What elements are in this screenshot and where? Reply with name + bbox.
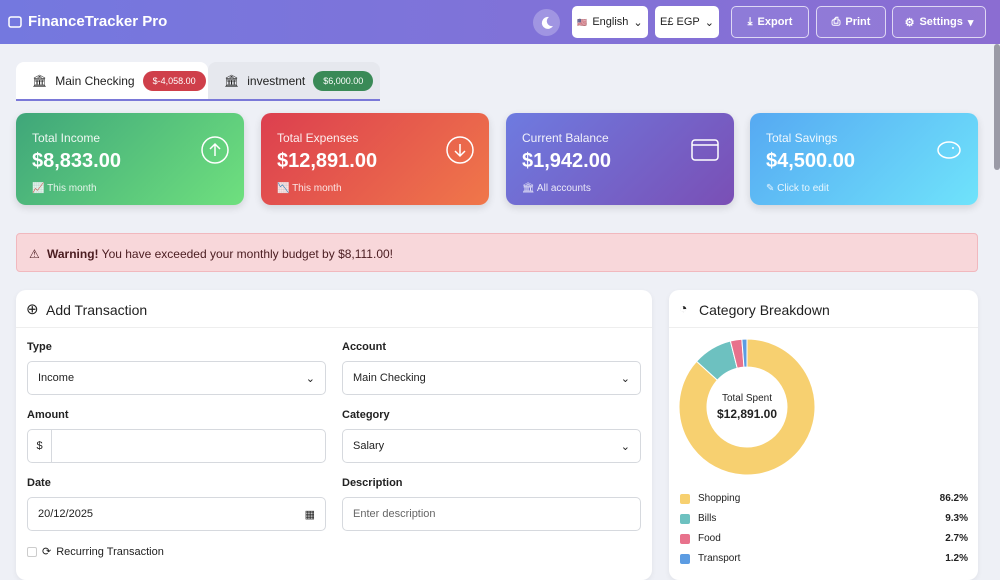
tab-underline	[16, 99, 380, 101]
panel-title: ◔ Category Breakdown	[669, 290, 978, 328]
header	[0, 0, 1000, 44]
settings-button[interactable]: ⚙ Settings ▾	[892, 6, 986, 38]
settings-label: Settings	[919, 16, 963, 28]
panel-title-text: Add Transaction	[46, 302, 148, 318]
card-value: $12,891.00	[277, 150, 378, 172]
account-balance: $6,000.00	[313, 71, 374, 91]
date-value: 20/12/2025	[38, 508, 94, 520]
card-note: All accounts	[536, 183, 591, 194]
card-note: This month	[292, 183, 342, 194]
account-name: investment	[247, 74, 306, 88]
legend-label: Food	[698, 533, 721, 544]
warning-text: You have exceeded your monthly budget by…	[101, 247, 393, 261]
currency-prefix: $	[28, 430, 52, 462]
center-label: Total Spent	[721, 393, 773, 404]
card-value: $4,500.00	[766, 150, 855, 172]
description-input[interactable]: Enter description	[342, 497, 641, 531]
donut-slice	[678, 338, 816, 476]
legend-label: Transport	[698, 553, 741, 564]
placeholder: Enter description	[353, 508, 436, 520]
card-note: This month	[47, 183, 97, 194]
legend-value: 2.7%	[945, 533, 968, 544]
checkbox-label: Recurring Transaction	[56, 545, 164, 558]
card-label: Total Savings	[766, 131, 838, 145]
income-card: Total Income $8,833.00 📈 This month	[16, 113, 244, 205]
export-button[interactable]: ⤓ Export	[731, 6, 809, 38]
field-label: Account	[342, 341, 386, 353]
card-label: Total Expenses	[277, 131, 359, 145]
select-value: Main Checking	[353, 372, 426, 384]
legend-item: Shopping 86.2%	[680, 493, 968, 504]
card-label: Current Balance	[522, 131, 609, 145]
breakdown-panel: ◔ Category Breakdown	[669, 290, 978, 580]
card-value: $1,942.00	[522, 150, 611, 172]
legend-value: 9.3%	[945, 513, 968, 524]
donut-chart	[678, 338, 816, 476]
currency-select[interactable]: E£ EGP ⌄	[655, 6, 719, 38]
field-label: Date	[27, 477, 51, 489]
card-label: Total Income	[32, 131, 101, 145]
amount-input[interactable]: $	[27, 429, 326, 463]
legend-label: Shopping	[698, 493, 741, 504]
legend-item: Transport 1.2%	[680, 553, 968, 564]
legend-swatch	[680, 513, 690, 524]
category-select[interactable]: Salary ⌄	[342, 429, 641, 463]
legend-item: Food 2.7%	[680, 533, 968, 544]
balance-card: Current Balance $1,942.00 🏛 All accounts	[506, 113, 734, 205]
scrollbar	[994, 44, 1000, 170]
theme-toggle[interactable]	[533, 9, 560, 36]
language: English	[592, 16, 629, 28]
panel-title-text: Category Breakdown	[699, 302, 830, 318]
account-select[interactable]: Main Checking ⌄	[342, 361, 641, 395]
card-value: $8,833.00	[32, 150, 121, 172]
savings-card[interactable]: Total Savings $4,500.00 ✎ Click to edit	[750, 113, 978, 205]
export-label: Export	[757, 16, 793, 28]
warning-banner: ⚠ Warning! You have exceeded your monthly…	[16, 233, 978, 272]
recurring-checkbox[interactable]: ⟳ Recurring Transaction	[27, 545, 164, 558]
transaction-panel: ⊕ Add Transaction	[16, 290, 652, 580]
account-name: Main Checking	[55, 74, 135, 88]
brand: FinanceTracker Pro	[28, 13, 168, 30]
field-label: Amount	[27, 409, 69, 421]
select-value: Income	[38, 372, 75, 384]
card-note: Click to edit	[777, 183, 829, 194]
center-value: $12,891.00	[716, 407, 778, 421]
date-input[interactable]: 20/12/2025 ▦	[27, 497, 326, 531]
legend-label: Bills	[698, 513, 717, 524]
field-label: Description	[342, 477, 403, 489]
currency: E£ EGP	[660, 16, 700, 28]
type-select[interactable]: Income ⌄	[27, 361, 326, 395]
account-tab[interactable]: 🏛 investment $6,000.00	[208, 62, 380, 100]
account-balance: $-4,058.00	[142, 71, 206, 91]
legend-value: 86.2%	[939, 493, 968, 504]
print-button[interactable]: ⎙ Print	[816, 6, 886, 38]
legend-swatch	[680, 533, 690, 544]
field-label: Category	[342, 409, 390, 421]
field-label: Type	[27, 341, 52, 353]
account-tab[interactable]: 🏛 Main Checking $-4,058.00	[16, 62, 208, 100]
expenses-card: Total Expenses $12,891.00 📉 This month	[261, 113, 489, 205]
legend-item: Bills 9.3%	[680, 513, 968, 524]
brand-icon	[8, 16, 22, 28]
language-select[interactable]: 🇺🇸 English ⌄	[572, 6, 648, 38]
print-label: Print	[845, 16, 871, 28]
select-value: Salary	[353, 440, 385, 452]
warning-strong: Warning!	[47, 247, 99, 261]
legend-swatch	[680, 493, 690, 504]
donut-slice	[741, 338, 748, 368]
legend-value: 1.2%	[945, 553, 968, 564]
panel-title: ⊕ Add Transaction	[16, 290, 652, 328]
legend-swatch	[680, 553, 690, 564]
